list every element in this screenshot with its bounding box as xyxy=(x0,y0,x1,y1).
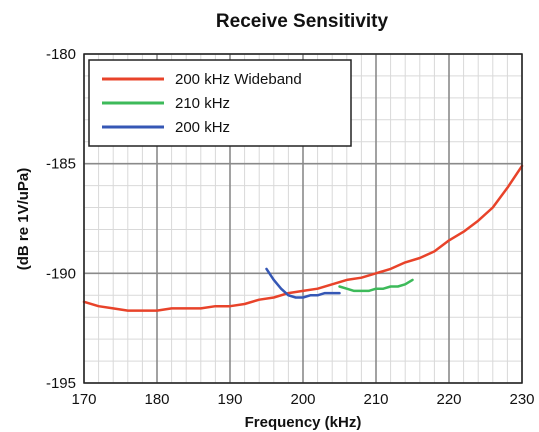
x-tick-label: 220 xyxy=(436,391,461,408)
y-axis-ticks: -180 -185 -190 -195 xyxy=(46,46,76,392)
series-line-2 xyxy=(338,278,414,293)
series-line-1 xyxy=(82,164,524,312)
x-tick-label: 180 xyxy=(144,391,169,408)
x-tick-label: 210 xyxy=(363,391,388,408)
chart-title: Receive Sensitivity xyxy=(216,11,389,32)
legend-label-2: 210 kHz xyxy=(175,95,230,112)
x-axis-label: Frequency (kHz) xyxy=(245,414,362,431)
y-axis-label: (dB re 1V/uPa) xyxy=(15,168,32,271)
x-axis-ticks: 170 180 190 200 210 220 230 xyxy=(71,391,534,408)
x-tick-label: 170 xyxy=(71,391,96,408)
y-tick-label: -190 xyxy=(46,265,76,282)
x-tick-label: 200 xyxy=(290,391,315,408)
legend-label-1: 200 kHz Wideband xyxy=(175,71,302,88)
legend: 200 kHz Wideband 210 kHz 200 kHz xyxy=(88,59,352,147)
x-tick-label: 190 xyxy=(217,391,242,408)
series-line-3 xyxy=(265,267,341,299)
x-tick-label: 230 xyxy=(509,391,534,408)
legend-label-3: 200 kHz xyxy=(175,119,230,136)
y-tick-label: -180 xyxy=(46,46,76,63)
plot-border xyxy=(83,53,523,384)
y-tick-label: -185 xyxy=(46,156,76,173)
series-layer xyxy=(82,164,524,312)
y-tick-label: -195 xyxy=(46,375,76,392)
